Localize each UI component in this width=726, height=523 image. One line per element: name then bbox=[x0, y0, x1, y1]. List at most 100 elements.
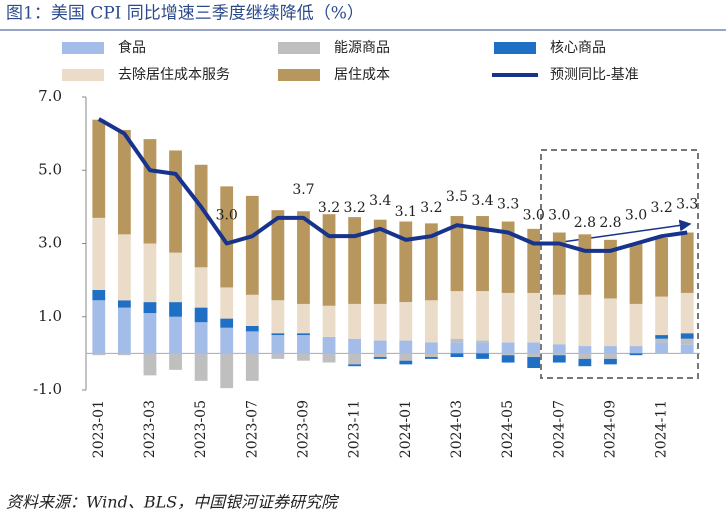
bar-segment bbox=[143, 139, 157, 244]
bar-segment bbox=[373, 303, 387, 341]
bar-segment bbox=[271, 300, 285, 334]
bar-segment bbox=[527, 228, 541, 293]
legend-swatch bbox=[494, 42, 536, 54]
bar-segment bbox=[399, 340, 413, 354]
x-tick-label: 2023-09 bbox=[295, 400, 311, 458]
bar-segment bbox=[373, 353, 387, 358]
bar-segment bbox=[322, 336, 336, 354]
bar-segment bbox=[143, 302, 157, 314]
bar-segment bbox=[348, 217, 362, 304]
bar-segment bbox=[680, 232, 694, 293]
bar-segment bbox=[245, 353, 259, 381]
bar-segment bbox=[680, 333, 694, 339]
legend-swatch bbox=[278, 69, 320, 81]
x-tick-label: 2024-11 bbox=[654, 400, 670, 458]
bar-segment bbox=[680, 344, 694, 354]
bar-segment bbox=[92, 300, 106, 354]
bar-segment bbox=[92, 290, 106, 301]
bar-segment bbox=[373, 219, 387, 304]
bar-segment bbox=[348, 353, 362, 365]
bar-segment bbox=[169, 302, 182, 317]
bar-segment bbox=[220, 327, 234, 354]
bar-segment bbox=[476, 340, 489, 343]
x-tick-label: 2023-03 bbox=[142, 400, 158, 458]
legend-swatch bbox=[62, 42, 104, 54]
bar-segment bbox=[194, 267, 208, 308]
bar-segment bbox=[604, 358, 617, 365]
bar-segment bbox=[143, 353, 157, 376]
chart-title: 图1：美国 CPI 同比增速三季度继续降低（%） bbox=[6, 4, 364, 24]
data-label: 3.5 bbox=[446, 189, 468, 205]
bar-segment bbox=[245, 325, 259, 332]
data-label: 3.0 bbox=[548, 208, 570, 224]
bar-segment bbox=[476, 291, 489, 341]
bar-segment bbox=[169, 316, 182, 354]
bar-segment bbox=[450, 353, 464, 358]
bar-segment bbox=[424, 353, 438, 358]
bar-segment bbox=[629, 353, 643, 356]
bar-segment bbox=[450, 291, 464, 339]
bar-segment bbox=[578, 234, 592, 295]
bar-segment bbox=[117, 307, 131, 354]
bar-segment bbox=[271, 210, 285, 301]
bar-segment bbox=[527, 342, 541, 354]
forecast-box bbox=[540, 149, 699, 379]
bar-segment bbox=[501, 355, 515, 363]
bar-segment bbox=[476, 353, 489, 359]
bar-segment bbox=[169, 252, 182, 303]
bar-segment bbox=[117, 234, 131, 301]
bar-segment bbox=[322, 214, 336, 306]
legend-swatch bbox=[278, 42, 320, 54]
bar-segment bbox=[245, 294, 259, 326]
bar-segment bbox=[220, 287, 234, 319]
bar-segment bbox=[578, 294, 592, 347]
bar-segment bbox=[271, 353, 285, 359]
data-label: 3.0 bbox=[625, 208, 647, 224]
bar-segment bbox=[655, 335, 669, 339]
bar-segment bbox=[348, 338, 362, 354]
bar-segment bbox=[424, 342, 438, 354]
data-label: 3.0 bbox=[216, 208, 238, 224]
bar-segment bbox=[194, 322, 208, 354]
bar-segment bbox=[604, 298, 617, 347]
data-label: 3.0 bbox=[523, 208, 545, 224]
bar-segment bbox=[220, 353, 234, 389]
data-label: 3.3 bbox=[676, 197, 698, 213]
y-tick-label: 7.0 bbox=[38, 87, 62, 105]
x-tick-label: 2023-05 bbox=[193, 400, 209, 458]
data-label: 3.4 bbox=[471, 193, 493, 209]
bar-segment bbox=[527, 292, 541, 343]
x-tick-label: 2024-09 bbox=[602, 400, 618, 458]
y-tick-label: 1.0 bbox=[38, 307, 62, 325]
bar-segment bbox=[143, 243, 157, 303]
bar-segment bbox=[552, 232, 566, 295]
bar-segment bbox=[245, 195, 259, 295]
bar-segment bbox=[578, 346, 592, 354]
bar-segment bbox=[629, 346, 643, 354]
bar-segment bbox=[424, 223, 438, 301]
bar-segment bbox=[169, 353, 182, 370]
bar-segment bbox=[297, 211, 310, 304]
bar-segment bbox=[92, 119, 106, 218]
data-label: 2.8 bbox=[599, 215, 621, 231]
data-label: 3.2 bbox=[420, 200, 442, 216]
bar-segment bbox=[450, 338, 464, 343]
x-tick-label: 2024-05 bbox=[500, 400, 516, 458]
bar-segment bbox=[271, 333, 285, 336]
bar-segment bbox=[297, 333, 310, 336]
bar-segment bbox=[297, 353, 310, 361]
bar-segment bbox=[322, 305, 336, 337]
x-tick-label: 2023-11 bbox=[347, 400, 363, 458]
x-tick-label: 2023-01 bbox=[91, 400, 107, 458]
bar-segment bbox=[399, 360, 413, 365]
bar-segment bbox=[450, 342, 464, 354]
y-tick-label: 3.0 bbox=[38, 234, 62, 252]
bar-segment bbox=[604, 353, 617, 359]
bar-segment bbox=[655, 338, 669, 343]
bar-segment bbox=[680, 338, 694, 345]
bar-segment bbox=[322, 353, 336, 363]
y-tick-label: -1.0 bbox=[33, 380, 62, 398]
bar-segment bbox=[552, 355, 566, 363]
x-tick-label: 2024-07 bbox=[551, 400, 567, 458]
